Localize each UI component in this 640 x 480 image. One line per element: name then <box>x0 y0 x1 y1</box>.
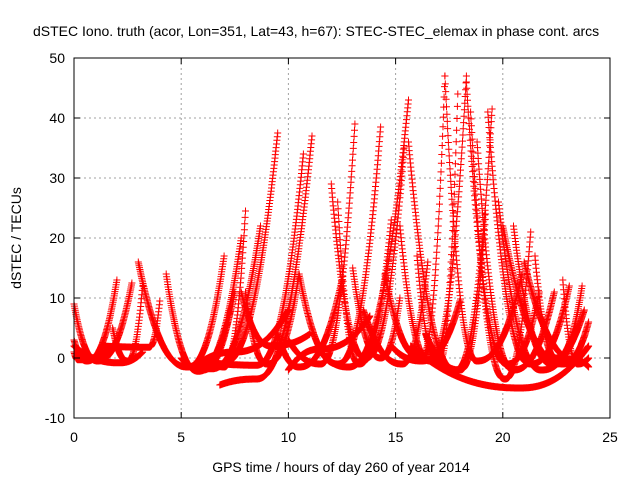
x-tick-label: 5 <box>177 429 185 445</box>
x-tick-label: 20 <box>495 429 511 445</box>
y-tick-label: 50 <box>49 50 65 66</box>
series-arc06 <box>109 282 147 365</box>
y-tick-label: -10 <box>45 410 65 426</box>
y-tick-label: 20 <box>49 230 65 246</box>
x-tick-label: 0 <box>70 429 78 445</box>
x-tick-label: 10 <box>281 429 297 445</box>
x-tick-label: 25 <box>602 429 618 445</box>
y-tick-label: 10 <box>49 290 65 306</box>
x-tick-label: 15 <box>388 429 404 445</box>
chart-title: dSTEC Iono. truth (acor, Lon=351, Lat=43… <box>33 23 599 39</box>
series-arc30 <box>422 210 490 374</box>
x-axis-label: GPS time / hours of day 260 of year 2014 <box>212 459 470 475</box>
series-markers <box>237 288 314 350</box>
series-markers <box>387 297 464 365</box>
y-tick-label: 30 <box>49 170 65 186</box>
axis-ticks: 0 5 10 15 20 25 -10 0 10 20 30 40 50 <box>45 50 618 445</box>
y-tick-label: 0 <box>57 350 65 366</box>
data-series <box>70 72 593 392</box>
series-arc43 <box>284 312 374 374</box>
series-markers <box>284 312 374 374</box>
series-markers <box>109 282 147 365</box>
series-arc44 <box>387 297 464 365</box>
y-axis-label: dSTEC / TECUs <box>8 187 24 289</box>
series-markers <box>422 210 490 374</box>
y-tick-label: 40 <box>49 110 65 126</box>
series-arc45 <box>237 288 314 350</box>
